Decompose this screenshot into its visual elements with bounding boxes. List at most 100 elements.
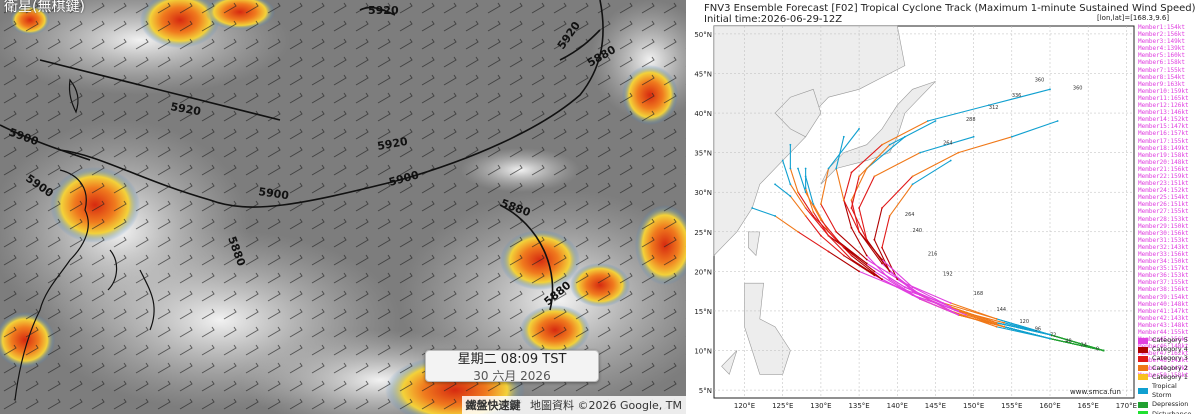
track-point	[911, 286, 914, 289]
member-entry: Member10:159kt	[1138, 87, 1189, 95]
legend-item: Category 3	[1138, 354, 1198, 363]
track-segment	[996, 322, 1051, 336]
observation-time-box: 星期二 08:09 TST 30 六月 2026	[425, 350, 599, 382]
track-point	[1003, 321, 1006, 324]
track-segment	[797, 168, 807, 193]
track-point	[797, 230, 799, 233]
track-segment	[789, 184, 807, 209]
forecast-hour-label: 360	[1035, 77, 1045, 83]
track-point	[965, 313, 967, 316]
intensity-legend: Category 5 Category 4 Category 3 Category 2…	[1138, 336, 1198, 414]
track-point	[1102, 349, 1105, 352]
track-segment	[812, 211, 830, 237]
member-entry: Member13:146kt	[1138, 109, 1189, 117]
keyboard-shortcuts-link[interactable]: 鐵盤快速鍵	[465, 399, 521, 412]
track-segment	[1049, 334, 1104, 352]
track-point	[804, 187, 807, 190]
track-point	[888, 278, 891, 281]
member-entry: Member23:151kt	[1138, 180, 1189, 188]
member-entry: Member26:151kt	[1138, 201, 1189, 209]
member-entry: Member49:147kt	[1138, 364, 1189, 372]
latitude-labels: 50°N 45°N 40°N 35°N 30°N 25°N 20°N 15°N 10°N 5°N	[694, 31, 712, 395]
track-segment	[835, 168, 845, 201]
member-entry: Member29:150kt	[1138, 222, 1189, 230]
track-segment	[866, 259, 906, 284]
member-entry: Member11:165kt	[1138, 94, 1189, 102]
track-point	[926, 120, 929, 122]
forecast-hour-label: 0	[1096, 347, 1099, 353]
legend-swatch	[1138, 356, 1148, 362]
track-segment	[858, 270, 898, 288]
track-segment	[950, 306, 997, 324]
legend-item: Category 2	[1138, 364, 1198, 373]
track-segment	[889, 183, 913, 217]
land-shape	[721, 350, 738, 375]
lon-tick-label: 125°E	[772, 402, 793, 410]
track-segment	[843, 199, 852, 228]
track-point	[789, 143, 792, 146]
track-segment	[805, 207, 829, 237]
lon-tick-label: 160°E	[1039, 402, 1060, 410]
track-segment	[850, 168, 868, 201]
lon-tick-label: 135°E	[848, 402, 869, 410]
track-point	[957, 313, 960, 316]
track-point	[881, 207, 883, 209]
satellite-map-panel[interactable]: 5920 5920 5880 5900 5920 5900 5920 5900 …	[0, 0, 686, 414]
track-point	[774, 183, 776, 186]
track-point	[751, 207, 754, 209]
track-point	[812, 215, 815, 217]
forecast-hour-label: 312	[989, 105, 999, 111]
track-point	[865, 258, 868, 261]
satellite-map-canvas[interactable]: 5920 5920 5880 5900 5920 5900 5920 5900 …	[0, 0, 686, 414]
track-point	[919, 294, 922, 297]
track-segment	[942, 302, 997, 320]
track-segment	[774, 183, 791, 197]
track-segment	[843, 255, 875, 276]
member-entry: Member9:163kt	[1138, 80, 1185, 88]
member-entry: Member39:154kt	[1138, 293, 1189, 301]
lat-tick-label: 15°N	[694, 308, 712, 316]
track-point	[995, 321, 998, 324]
track-point	[949, 159, 952, 162]
legend-item: Category 5	[1138, 336, 1198, 345]
forecast-hour-label: 144	[997, 307, 1007, 313]
member-entry: Member1:154kt	[1138, 24, 1185, 31]
track-segment	[828, 251, 860, 272]
track-segment	[958, 310, 1005, 328]
track-segment	[805, 215, 822, 237]
contour-label: 5920	[169, 100, 202, 118]
track-segment	[797, 231, 829, 253]
forecast-hour-label: 120	[1019, 319, 1029, 325]
track-segment	[820, 235, 845, 256]
track-segment	[912, 152, 959, 177]
member-entry: Member40:148kt	[1138, 300, 1189, 308]
track-point	[957, 151, 960, 154]
track-segment	[958, 310, 1005, 324]
track-segment	[889, 120, 936, 146]
member-entry: Member44:155kt	[1138, 329, 1189, 337]
contour-label: 5920	[376, 135, 409, 153]
legend-item: Category 4	[1138, 345, 1198, 354]
map-data-credit[interactable]: 地圖資料 ©2026 Google, TM	[530, 399, 682, 412]
track-segment	[805, 176, 814, 205]
track-segment	[805, 188, 814, 213]
track-segment	[843, 199, 860, 233]
track-point	[949, 306, 952, 308]
track-point	[873, 238, 876, 241]
lat-tick-label: 40°N	[694, 110, 712, 118]
track-point	[881, 246, 883, 249]
member-entry: Member16:157kt	[1138, 130, 1189, 138]
lat-tick-label: 5°N	[699, 387, 712, 395]
track-point	[1049, 333, 1051, 336]
member-entry: Member17:155kt	[1138, 137, 1189, 145]
lat-tick-label: 35°N	[694, 150, 712, 158]
legend-item: Category 1	[1138, 373, 1198, 382]
track-point	[911, 183, 914, 186]
lat-tick-label: 25°N	[694, 229, 712, 237]
track-point	[850, 254, 853, 257]
member-entry: Member27:155kt	[1138, 208, 1189, 216]
track-point	[1049, 88, 1051, 91]
member-entry: Member28:153kt	[1138, 215, 1189, 223]
track-point	[995, 325, 998, 328]
legend-label: Category 1	[1152, 372, 1188, 381]
